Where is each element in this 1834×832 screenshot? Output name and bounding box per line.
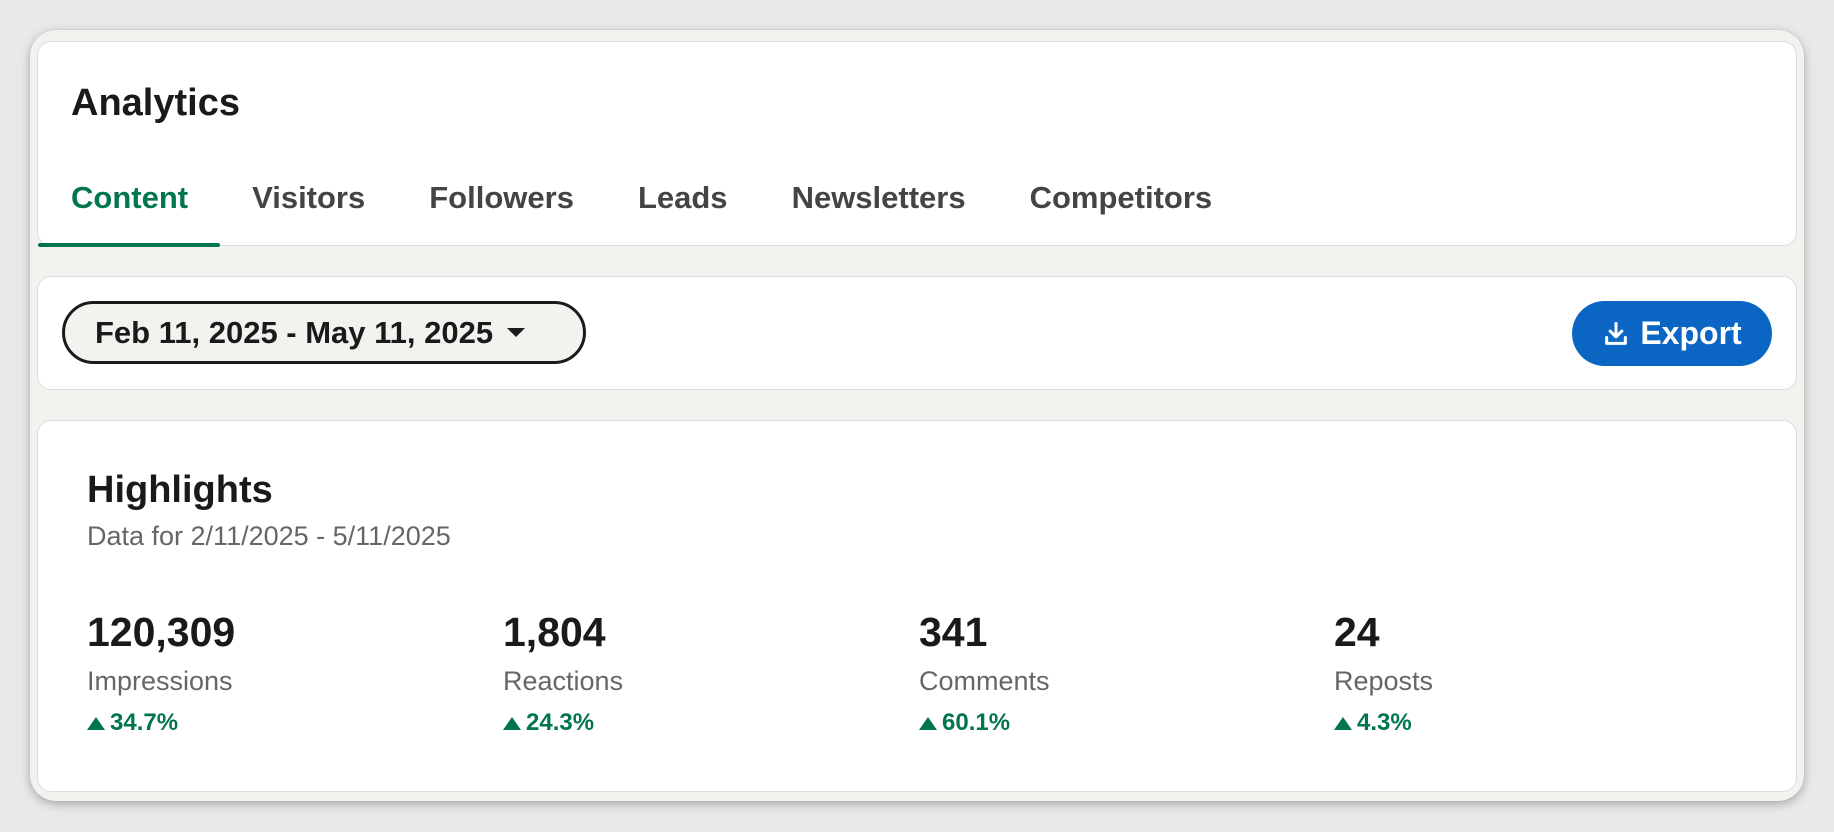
- metric-label: Impressions: [87, 666, 233, 696]
- tab-visitors[interactable]: Visitors: [252, 180, 366, 215]
- tab-competitors[interactable]: Competitors: [1029, 180, 1213, 215]
- metric-change-value: 34.7%: [110, 709, 179, 736]
- export-label: Export: [1640, 315, 1742, 351]
- metric-reposts: 24 Reposts 4.3%: [1334, 609, 1734, 737]
- highlights-subtitle: Data for 2/11/2025 - 5/11/2025: [87, 521, 451, 551]
- tab-leads[interactable]: Leads: [637, 180, 728, 215]
- metric-label: Reactions: [503, 666, 624, 696]
- download-icon: [1605, 321, 1628, 345]
- toolbar-card: Feb 11, 2025 - May 11, 2025 Export: [37, 276, 1797, 390]
- tab-bar: Content Visitors Followers Leads Newslet…: [38, 162, 1244, 247]
- trend-up-icon: [503, 716, 521, 730]
- trend-up-icon: [87, 716, 105, 730]
- page-title: Analytics: [71, 82, 240, 124]
- tab-content[interactable]: Content: [38, 162, 221, 247]
- metric-value: 1,804: [503, 609, 606, 655]
- export-button[interactable]: Export: [1572, 301, 1772, 366]
- analytics-window: Analytics Content Visitors Followers Lea…: [30, 30, 1804, 801]
- metric-value: 120,309: [87, 609, 236, 655]
- analytics-header-card: Analytics Content Visitors Followers Lea…: [37, 41, 1797, 247]
- metric-impressions: 120,309 Impressions 34.7%: [87, 609, 487, 737]
- metric-change: 60.1%: [919, 709, 1319, 737]
- tab-followers[interactable]: Followers: [429, 180, 574, 215]
- tab-newsletters[interactable]: Newsletters: [791, 180, 966, 215]
- highlights-card: Highlights Data for 2/11/2025 - 5/11/202…: [37, 420, 1797, 792]
- metric-label: Reposts: [1334, 666, 1434, 696]
- trend-up-icon: [1334, 716, 1352, 730]
- metric-value: 24: [1334, 609, 1380, 655]
- metric-change-value: 60.1%: [942, 709, 1011, 736]
- metric-change-value: 24.3%: [526, 709, 595, 736]
- trend-up-icon: [919, 716, 937, 730]
- metric-reactions: 1,804 Reactions 24.3%: [503, 609, 903, 737]
- metric-label: Comments: [919, 666, 1050, 696]
- metric-change: 34.7%: [87, 709, 487, 737]
- metric-change: 4.3%: [1334, 709, 1734, 737]
- caret-down-icon: [507, 328, 526, 337]
- metric-change: 24.3%: [503, 709, 903, 737]
- highlights-title: Highlights: [87, 469, 273, 511]
- metric-change-value: 4.3%: [1357, 709, 1412, 736]
- date-range-label: Feb 11, 2025 - May 11, 2025: [95, 314, 494, 350]
- metric-comments: 341 Comments 60.1%: [919, 609, 1319, 737]
- date-range-dropdown[interactable]: Feb 11, 2025 - May 11, 2025: [62, 301, 586, 364]
- metric-value: 341: [919, 609, 988, 655]
